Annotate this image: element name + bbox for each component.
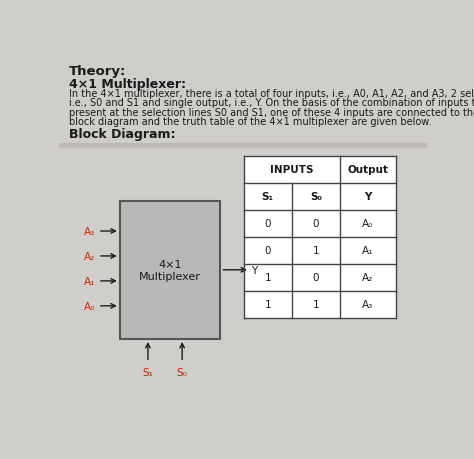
- Bar: [120, 201, 220, 339]
- Text: 1: 1: [312, 299, 319, 309]
- Text: block diagram and the truth table of the 4×1 multiplexer are given below.: block diagram and the truth table of the…: [69, 117, 431, 127]
- Text: 1: 1: [264, 299, 271, 309]
- Text: Y: Y: [364, 192, 372, 202]
- Text: i.e., S0 and S1 and single output, i.e., Y. On the basis of the combination of i: i.e., S0 and S1 and single output, i.e.,…: [69, 98, 474, 108]
- Text: 4×1 Multiplexer:: 4×1 Multiplexer:: [69, 78, 185, 90]
- Text: Block Diagram:: Block Diagram:: [69, 128, 175, 141]
- Text: Theory:: Theory:: [69, 65, 126, 78]
- Text: A₂: A₂: [362, 273, 374, 282]
- Text: 4×1: 4×1: [158, 259, 182, 269]
- Text: A₀: A₀: [83, 301, 95, 311]
- Text: In the 4×1 multiplexer, there is a total of four inputs, i.e., A0, A1, A2, and A: In the 4×1 multiplexer, there is a total…: [69, 89, 474, 99]
- Text: 0: 0: [312, 219, 319, 229]
- Text: A₂: A₂: [83, 252, 95, 261]
- Text: A₃: A₃: [362, 299, 374, 309]
- Text: S₁: S₁: [262, 192, 273, 202]
- Text: A₁: A₁: [83, 276, 95, 286]
- Text: A₁: A₁: [362, 246, 374, 256]
- Text: A₃: A₃: [83, 226, 95, 236]
- Text: INPUTS: INPUTS: [270, 165, 313, 175]
- Text: 1: 1: [312, 246, 319, 256]
- Text: 0: 0: [264, 219, 271, 229]
- Text: A₀: A₀: [362, 219, 374, 229]
- Text: Y: Y: [251, 265, 258, 275]
- Text: 1: 1: [264, 273, 271, 282]
- Bar: [59, 143, 427, 147]
- Text: Output: Output: [347, 165, 388, 175]
- Bar: [244, 157, 396, 318]
- Text: present at the selection lines S0 and S1, one of these 4 inputs are connected to: present at the selection lines S0 and S1…: [69, 107, 474, 118]
- Text: S₀: S₀: [310, 192, 322, 202]
- Text: S₀: S₀: [177, 367, 188, 377]
- Text: S₁: S₁: [143, 367, 154, 377]
- Text: 0: 0: [312, 273, 319, 282]
- Text: 0: 0: [264, 246, 271, 256]
- Text: Multiplexer: Multiplexer: [139, 271, 201, 281]
